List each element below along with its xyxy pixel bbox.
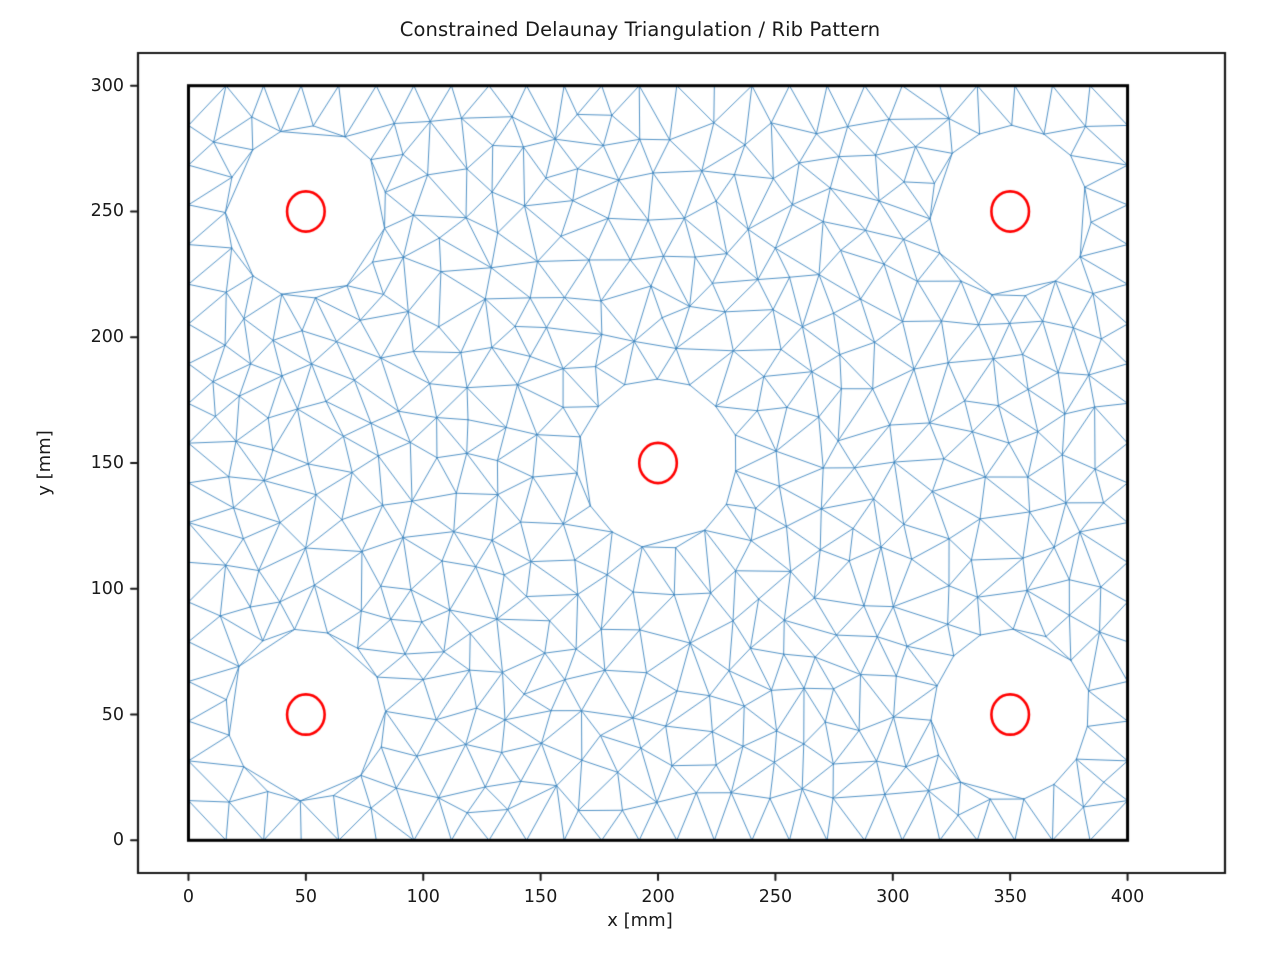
y-tick-label: 300 bbox=[90, 75, 124, 96]
y-tick-label: 200 bbox=[90, 327, 124, 348]
y-axis-label: y [mm] bbox=[34, 430, 55, 496]
x-tick-label: 0 bbox=[182, 887, 195, 907]
y-tick-label: 250 bbox=[90, 201, 124, 222]
x-tick-label: 150 bbox=[523, 887, 558, 907]
y-tick-label: 50 bbox=[101, 704, 124, 725]
x-tick-label: 100 bbox=[406, 887, 440, 907]
x-tick-label: 300 bbox=[876, 887, 910, 907]
x-axis-label: x [mm] bbox=[607, 910, 673, 931]
y-tick-label: 100 bbox=[90, 578, 124, 599]
x-tick-label: 200 bbox=[641, 887, 675, 907]
x-tick-label: 400 bbox=[1110, 887, 1145, 907]
y-tick-label: 150 bbox=[90, 453, 124, 473]
y-tick-label: 0 bbox=[112, 830, 124, 851]
x-tick-label: 50 bbox=[294, 887, 317, 907]
x-tick-label: 350 bbox=[993, 887, 1027, 907]
x-tick-label: 250 bbox=[758, 887, 793, 907]
